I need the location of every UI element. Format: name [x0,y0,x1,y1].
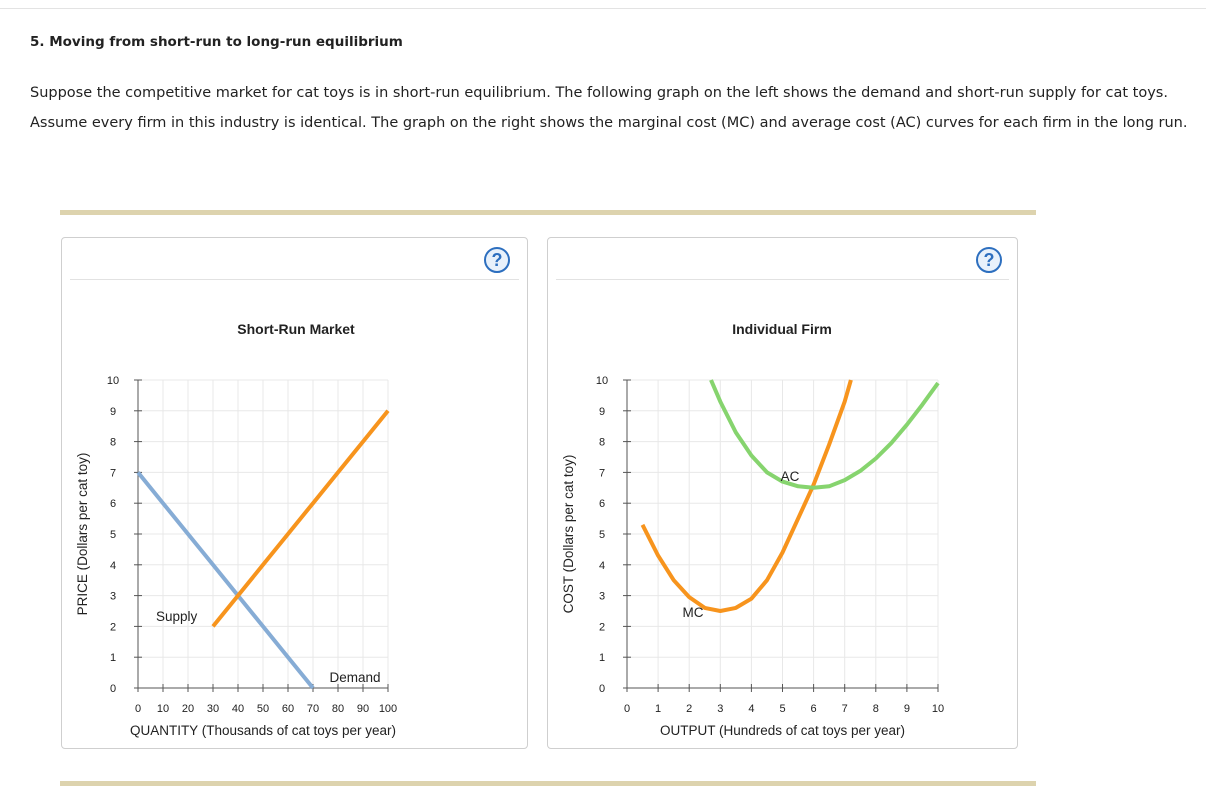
chart-title: Individual Firm [732,321,832,337]
question-text: Suppose the competitive market for cat t… [30,85,1188,131]
mc-curve [640,379,853,613]
x-tick-label: 3 [717,703,723,715]
x-tick-label: 2 [686,703,692,715]
help-icon[interactable]: ? [976,247,1002,273]
y-tick-label: 5 [599,529,605,541]
y-tick-label: 10 [107,375,119,387]
x-tick-label: 20 [182,703,194,715]
y-tick-label: 0 [110,683,116,695]
y-tick-label: 10 [596,375,608,387]
individual-firm-panel: ? Individual Firm 0 1 2 3 4 5 6 7 8 9 10 0 1 2 3 4 5 6 7 8 9 1… [547,237,1018,749]
help-icon[interactable]: ? [484,247,510,273]
x-tick-label: 10 [157,703,169,715]
x-tick-label: 1 [655,703,661,715]
top-divider [0,8,1206,9]
ac-curve-label: AC [781,469,800,484]
y-tick-label: 5 [110,529,116,541]
question-title: 5. Moving from short-run to long-run equ… [30,34,403,50]
mc-curve-label: MC [683,605,704,620]
supply-curve-label: Supply [156,609,198,624]
y-tick-label: 2 [110,621,116,633]
x-tick-label: 40 [232,703,244,715]
y-tick-label: 1 [110,652,116,664]
x-tick-label: 70 [307,703,319,715]
y-tick-label: 4 [599,560,605,572]
x-tick-label: 10 [932,703,944,715]
x-tick-label: 0 [624,703,630,715]
x-tick-label: 8 [873,703,879,715]
ac-curve [709,379,940,490]
y-tick-label: 6 [110,498,116,510]
graph-area-bottom-border [60,781,1036,786]
y-tick-label: 0 [599,683,605,695]
supply-curve [211,409,390,628]
y-tick-label: 7 [599,467,605,479]
x-tick-label: 100 [379,703,397,715]
y-tick-label: 1 [599,652,605,664]
x-tick-label: 80 [332,703,344,715]
y-tick-label: 9 [599,406,605,418]
y-tick-label: 2 [599,621,605,633]
x-tick-label: 9 [904,703,910,715]
x-tick-label: 6 [811,703,817,715]
y-tick-label: 4 [110,560,116,572]
y-tick-label: 9 [110,406,116,418]
panel-header-divider [556,279,1009,280]
individual-firm-chart[interactable]: Individual Firm 0 1 2 3 4 5 6 7 8 9 10 0 1 2 3 4 5 6 7 8 9 10 O… [548,238,1019,750]
demand-curve [136,471,315,690]
y-axis-label: PRICE (Dollars per cat toy) [75,453,90,616]
graph-area-top-border [60,210,1036,215]
y-tick-label: 8 [110,437,116,449]
y-tick-label: 7 [110,467,116,479]
x-tick-label: 30 [207,703,219,715]
x-tick-label: 60 [282,703,294,715]
y-tick-label: 3 [599,591,605,603]
x-tick-label: 5 [779,703,785,715]
x-tick-label: 90 [357,703,369,715]
y-tick-label: 6 [599,498,605,510]
demand-curve-label: Demand [329,670,380,685]
y-axis-label: COST (Dollars per cat toy) [561,455,576,614]
x-axis-label: OUTPUT (Hundreds of cat toys per year) [660,723,905,738]
x-axis-label: QUANTITY (Thousands of cat toys per year… [130,723,396,738]
x-tick-label: 0 [135,703,141,715]
x-tick-label: 50 [257,703,269,715]
chart-title: Short-Run Market [237,321,355,337]
x-tick-label: 4 [748,703,754,715]
short-run-market-panel: ? Short-Run Market 0 1 2 3 4 5 6 7 8 9 10 0 10 20 30 40 5… [61,237,528,749]
x-tick-label: 7 [842,703,848,715]
y-tick-label: 8 [599,437,605,449]
panel-header-divider [70,279,519,280]
y-tick-label: 3 [110,591,116,603]
